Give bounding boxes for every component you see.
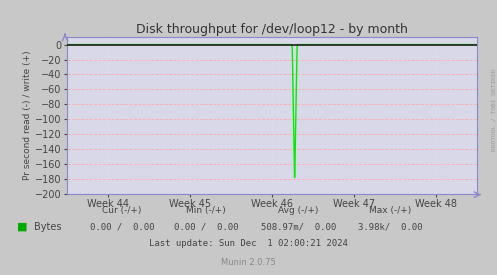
Text: ■: ■ <box>17 222 28 232</box>
Text: 3.98k/  0.00: 3.98k/ 0.00 <box>358 222 422 231</box>
Title: Disk throughput for /dev/loop12 - by month: Disk throughput for /dev/loop12 - by mon… <box>136 23 408 36</box>
Text: Last update: Sun Dec  1 02:00:21 2024: Last update: Sun Dec 1 02:00:21 2024 <box>149 239 348 248</box>
Text: Cur (-/+): Cur (-/+) <box>102 206 142 215</box>
Text: Bytes: Bytes <box>34 222 61 232</box>
Text: Max (-/+): Max (-/+) <box>369 206 412 215</box>
Text: Avg (-/+): Avg (-/+) <box>278 206 319 215</box>
Text: RRDTOOL / TOBI OETIKER: RRDTOOL / TOBI OETIKER <box>491 69 496 151</box>
Text: 508.97m/  0.00: 508.97m/ 0.00 <box>260 222 336 231</box>
Text: Min (-/+): Min (-/+) <box>186 206 226 215</box>
Text: 0.00 /  0.00: 0.00 / 0.00 <box>174 222 239 231</box>
Y-axis label: Pr second read (-) / write (+): Pr second read (-) / write (+) <box>23 51 32 180</box>
Text: 0.00 /  0.00: 0.00 / 0.00 <box>89 222 154 231</box>
Text: Munin 2.0.75: Munin 2.0.75 <box>221 258 276 267</box>
